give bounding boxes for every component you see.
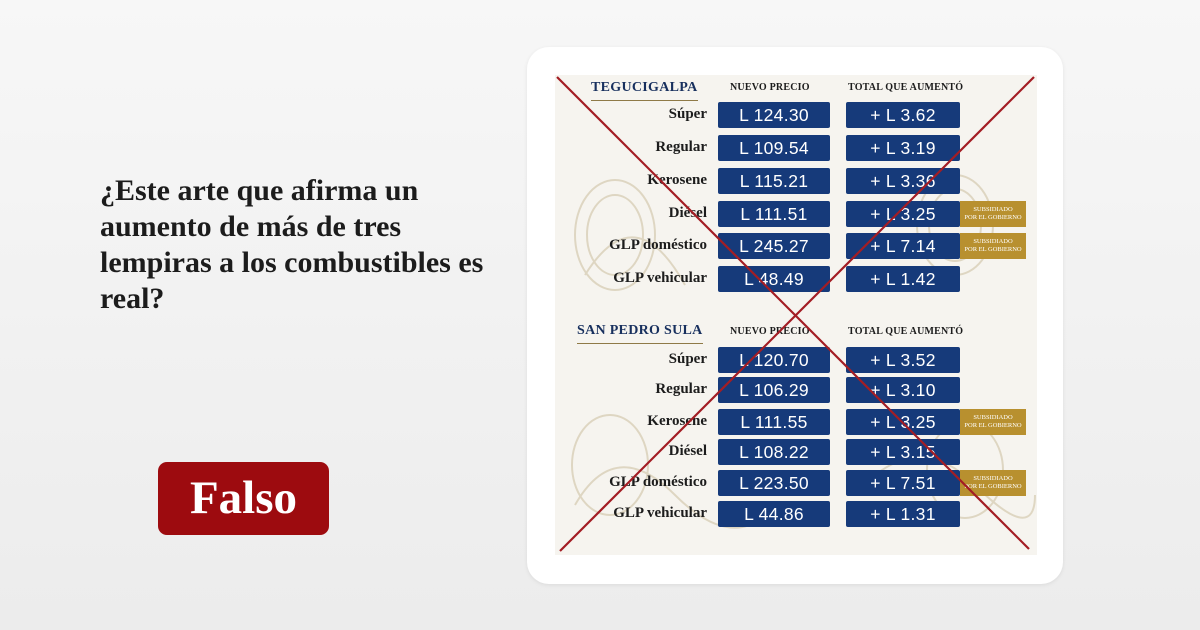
fuel-name-label: Kerosene bbox=[647, 172, 707, 188]
increase-box: + L 7.51 bbox=[846, 470, 960, 496]
increase-box: + L 3.52 bbox=[846, 347, 960, 373]
subsidy-tag-line1: SUBSIDIADO bbox=[973, 206, 1013, 213]
fuel-name-label: Súper bbox=[668, 351, 707, 367]
verdict-badge: Falso bbox=[158, 462, 329, 535]
new-price-box: L 223.50 bbox=[718, 470, 830, 496]
increase-box: + L 3.10 bbox=[846, 377, 960, 403]
fuel-name-label: Diésel bbox=[668, 443, 707, 459]
city-title: SAN PEDRO SULA bbox=[577, 323, 703, 344]
increase-box: + L 3.36 bbox=[846, 168, 960, 194]
fuel-price-infographic: TEGUCIGALPA NUEVO PRECIO TOTAL QUE AUMENTÓ… bbox=[555, 75, 1037, 555]
city-title-underline bbox=[577, 343, 703, 345]
new-price-box: L 44.86 bbox=[718, 501, 830, 527]
cross-line-1 bbox=[556, 76, 1030, 550]
subsidy-tag-line1: SUBSIDIADO bbox=[973, 475, 1013, 482]
rejection-cross-mark bbox=[556, 76, 1035, 552]
city-title-underline bbox=[591, 100, 698, 102]
fuel-name-label: GLP doméstico bbox=[609, 237, 707, 253]
column-header-increase: TOTAL QUE AUMENTÓ bbox=[848, 326, 964, 337]
subsidy-tag: SUBSIDIADO POR EL GOBIERNO bbox=[960, 201, 1026, 227]
increase-box: + L 1.31 bbox=[846, 501, 960, 527]
increase-box: + L 3.62 bbox=[846, 102, 960, 128]
column-header-increase: TOTAL QUE AUMENTÓ bbox=[848, 82, 964, 93]
fuel-name-label: Kerosene bbox=[647, 413, 707, 429]
subsidy-tag-line2: POR EL GOBIERNO bbox=[964, 422, 1022, 429]
new-price-box: L 111.51 bbox=[718, 201, 830, 227]
fuel-name-label: Súper bbox=[668, 106, 707, 122]
increase-box: + L 1.42 bbox=[846, 266, 960, 292]
headline: ¿Este arte que afirma un aumento de más … bbox=[100, 174, 484, 315]
subsidy-tag: SUBSIDIADO POR EL GOBIERNO bbox=[960, 233, 1026, 259]
increase-box: + L 3.25 bbox=[846, 201, 960, 227]
subsidy-tag: SUBSIDIADO POR EL GOBIERNO bbox=[960, 409, 1026, 435]
subsidy-tag-line2: POR EL GOBIERNO bbox=[964, 483, 1022, 490]
new-price-box: L 106.29 bbox=[718, 377, 830, 403]
column-header-price: NUEVO PRECIO bbox=[730, 82, 810, 93]
cross-line-2 bbox=[559, 76, 1035, 552]
new-price-box: L 245.27 bbox=[718, 233, 830, 259]
new-price-box: L 111.55 bbox=[718, 409, 830, 435]
increase-box: + L 3.19 bbox=[846, 135, 960, 161]
city-title: TEGUCIGALPA bbox=[591, 80, 698, 101]
subsidy-tag-line2: POR EL GOBIERNO bbox=[964, 246, 1022, 253]
fuel-name-label: GLP vehicular bbox=[613, 270, 707, 286]
new-price-box: L 109.54 bbox=[718, 135, 830, 161]
subsidy-tag-line1: SUBSIDIADO bbox=[973, 414, 1013, 421]
column-header-price: NUEVO PRECIO bbox=[730, 326, 810, 337]
fuel-name-label: GLP vehicular bbox=[613, 505, 707, 521]
subsidy-tag-line2: POR EL GOBIERNO bbox=[964, 214, 1022, 221]
fuel-name-label: Regular bbox=[655, 381, 707, 397]
new-price-box: L 124.30 bbox=[718, 102, 830, 128]
fuel-name-label: Regular bbox=[655, 139, 707, 155]
new-price-box: L 48.49 bbox=[718, 266, 830, 292]
new-price-box: L 115.21 bbox=[718, 168, 830, 194]
new-price-box: L 108.22 bbox=[718, 439, 830, 465]
subsidy-tag-line1: SUBSIDIADO bbox=[973, 238, 1013, 245]
